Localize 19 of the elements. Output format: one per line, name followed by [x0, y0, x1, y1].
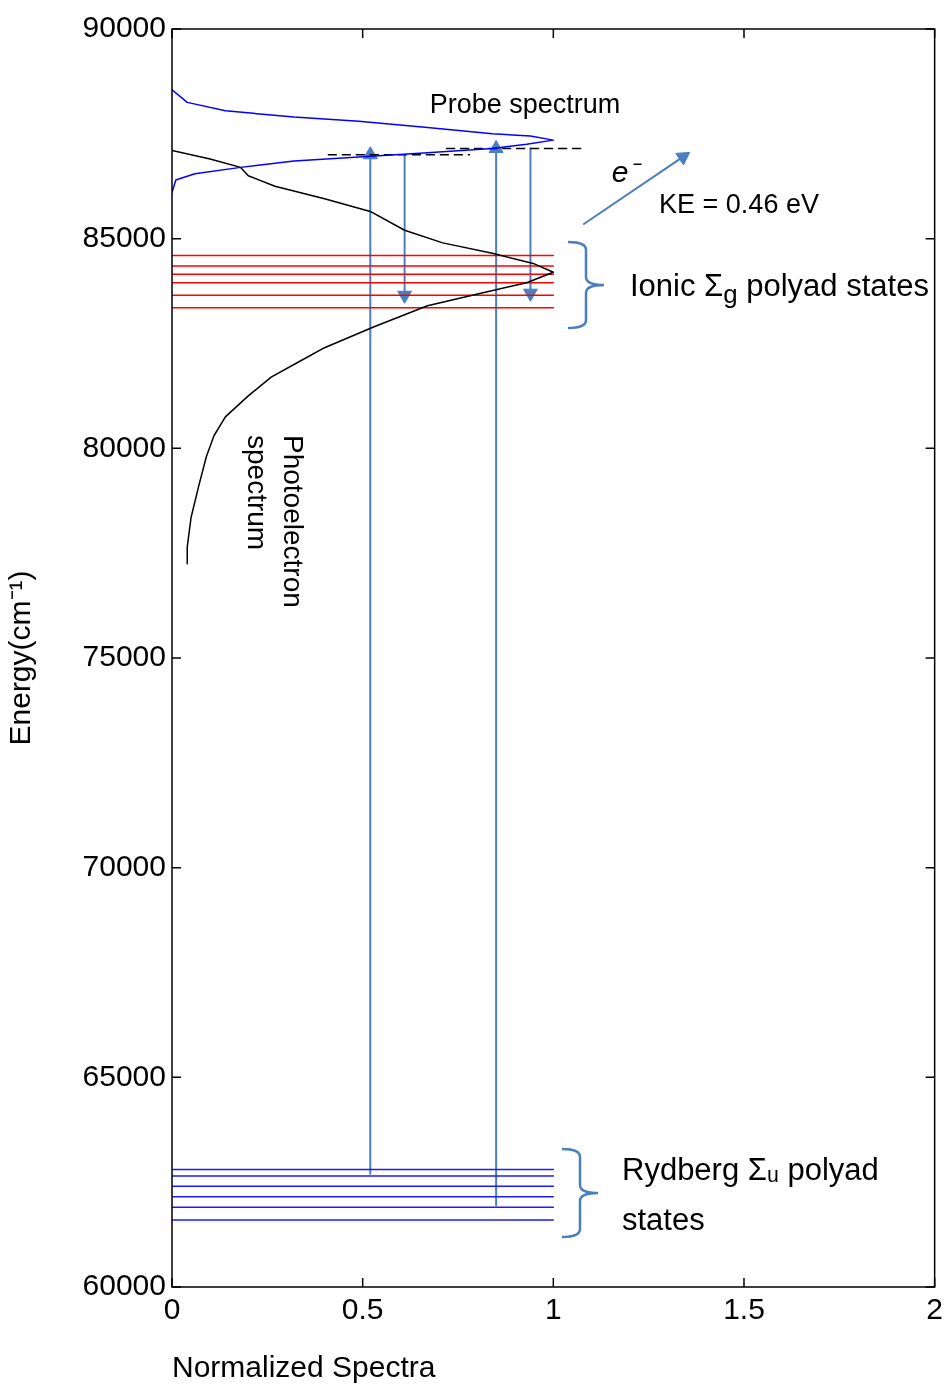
annotation: Probe spectrum [429, 88, 621, 122]
x-tick-label: 0 [163, 1292, 181, 1326]
annotation: Photoelectron spectrum [241, 435, 311, 610]
x-tick-label: 0.5 [341, 1292, 384, 1326]
x-tick-label: 1.5 [723, 1292, 765, 1326]
annotation: Ionic Σ$_{g}$ polyad states [630, 266, 930, 310]
y-tick-label: 85000 [82, 219, 166, 253]
annotation: KE = 0.46 eV [659, 188, 819, 222]
y-axis-title: Energy(cm⁻¹) [3, 570, 37, 746]
x-tick-label: 1 [544, 1292, 562, 1326]
y-tick-label: 75000 [82, 639, 166, 673]
x-tick-label: 2 [926, 1292, 943, 1326]
annotation: Rydberg Σᵤ polyad states [622, 1151, 880, 1239]
y-tick-label: 70000 [82, 848, 166, 882]
y-tick-label: 80000 [82, 429, 166, 463]
y-tick-label: 65000 [82, 1058, 166, 1092]
x-axis-title: Normalized Spectra [172, 1350, 436, 1384]
y-tick-label: 90000 [82, 10, 166, 44]
y-tick-label: 60000 [82, 1268, 166, 1302]
